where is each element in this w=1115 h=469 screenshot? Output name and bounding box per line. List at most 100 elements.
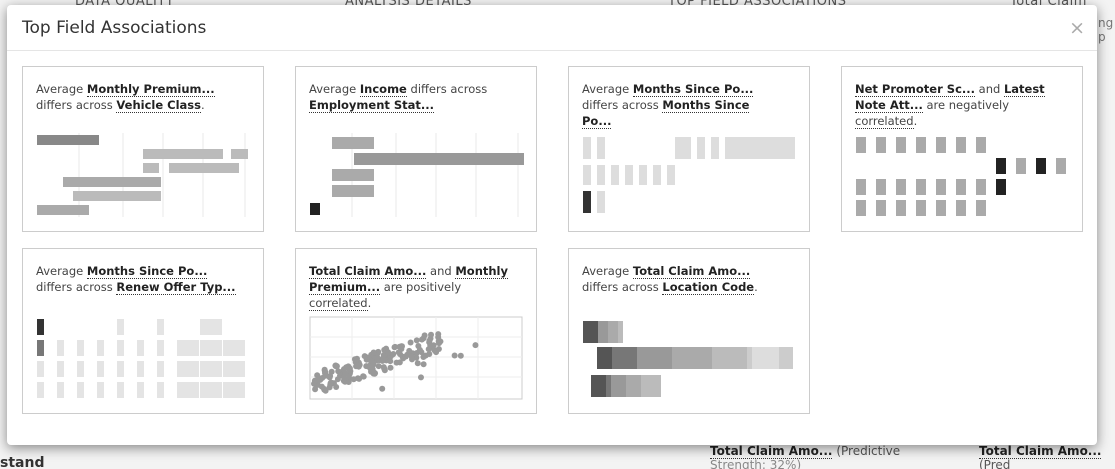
association-card[interactable]: Average Monthly Premium... differs acros… — [22, 66, 264, 232]
chart-shape — [597, 165, 605, 185]
chart-shape — [312, 386, 319, 393]
chart-shape — [637, 347, 642, 369]
card-text: Average Total Claim Amo... differs acros… — [582, 263, 782, 295]
chart-shape — [712, 347, 717, 369]
card-text: Total Claim Amo... and Monthly Premium..… — [309, 263, 509, 311]
text: are positively — [380, 280, 462, 294]
chart-shape — [409, 356, 416, 363]
field-name[interactable]: Months Since Po... — [582, 98, 750, 129]
chart-shape — [603, 321, 608, 343]
chart-shape — [354, 362, 361, 369]
field-name[interactable]: Location Code — [662, 280, 755, 295]
tab[interactable]: TOP FIELD ASSOCIATIONS — [668, 0, 846, 9]
chart-shape — [137, 361, 144, 377]
chart-shape — [375, 363, 382, 370]
chart-shape — [322, 372, 329, 379]
note: (Predictive — [836, 444, 901, 458]
chart-shape — [379, 385, 386, 392]
chart-shape — [616, 375, 621, 397]
chart-shape — [57, 361, 64, 377]
association-card[interactable]: Average Months Since Po... differs acros… — [22, 248, 264, 414]
field-name: correlated — [855, 114, 914, 129]
chart-shape — [200, 361, 222, 377]
association-card[interactable]: Average Income differs across Employment… — [295, 66, 537, 232]
card-text: Average Months Since Po... differs acros… — [36, 263, 236, 295]
chart-shape — [97, 361, 104, 377]
chart-shape — [956, 137, 966, 153]
tab[interactable]: ANALYSIS DETAILS — [345, 0, 472, 9]
chart-shape — [583, 165, 591, 185]
chart-shape — [742, 347, 747, 369]
text: and — [975, 82, 1004, 96]
chart-shape — [625, 165, 633, 185]
chart-shape — [177, 340, 199, 356]
chart-shape — [380, 351, 387, 358]
field-name[interactable]: Total Claim Amo... — [309, 264, 427, 279]
chart-shape — [747, 347, 752, 369]
chart-shape — [143, 149, 223, 159]
field-name[interactable]: Months Since Po... — [86, 264, 208, 279]
chart-shape — [641, 375, 646, 397]
mini-chart — [583, 137, 795, 213]
chart-shape — [200, 319, 222, 335]
text: and — [426, 264, 456, 278]
chart-shape — [627, 347, 632, 369]
chart-shape — [598, 321, 603, 343]
chart-shape — [157, 361, 164, 377]
chart-shape — [757, 347, 762, 369]
chart-shape — [435, 345, 442, 352]
chart-shape — [37, 340, 44, 356]
chart-shape — [426, 350, 433, 357]
chart-shape — [642, 347, 647, 369]
chart-shape — [231, 149, 248, 159]
chart-shape — [428, 331, 435, 338]
field-name[interactable]: Monthly Premium... — [309, 264, 508, 295]
bg-card: Total Claim Amo... (PredStrength: 28%) — [979, 444, 1115, 469]
chart-shape — [420, 361, 427, 368]
association-card[interactable]: Net Promoter Sc... and Latest Note Att..… — [841, 66, 1083, 232]
chart-shape — [117, 319, 124, 335]
field-name[interactable]: Renew Offer Typ... — [116, 280, 236, 295]
chart-shape — [626, 375, 631, 397]
chart-shape — [632, 347, 637, 369]
field-name[interactable]: Monthly Premium... — [86, 82, 215, 97]
close-button[interactable]: × — [1069, 17, 1085, 39]
chart-shape — [332, 169, 374, 181]
chart-shape — [651, 375, 656, 397]
text: . — [754, 280, 758, 294]
tab[interactable]: DATA QUALITY — [75, 0, 174, 9]
field-name[interactable]: Net Promoter Sc... — [855, 82, 975, 97]
chart-shape — [916, 137, 926, 153]
chart-shape — [936, 137, 946, 153]
chart-shape — [631, 375, 636, 397]
chart-shape — [1056, 158, 1066, 174]
chart-shape — [390, 350, 397, 357]
chart-shape — [667, 165, 675, 185]
chart-shape — [387, 358, 394, 365]
association-card[interactable]: Average Total Claim Amo... differs acros… — [568, 248, 810, 414]
chart-shape — [606, 375, 611, 397]
text: differs across — [582, 98, 663, 112]
field-name[interactable]: Latest Note Att... — [855, 82, 1045, 113]
chart-shape — [318, 383, 325, 390]
chart-shape — [37, 135, 99, 145]
chart-shape — [406, 347, 413, 354]
chart-shape — [936, 179, 946, 195]
chart-shape — [436, 340, 443, 347]
chart-shape — [682, 347, 687, 369]
association-card[interactable]: Average Months Since Po... differs acros… — [568, 66, 810, 232]
field-name[interactable]: Total Claim Amo... — [632, 264, 751, 279]
chart-shape — [421, 332, 428, 339]
field-name[interactable]: Vehicle Class — [116, 98, 201, 113]
field-name[interactable]: Months Since Po... — [632, 82, 754, 97]
field-name[interactable]: Employment Stat... — [309, 98, 435, 113]
field-name[interactable]: Income — [359, 82, 407, 97]
chart-shape — [677, 347, 682, 369]
chart-shape — [157, 382, 164, 398]
chart-shape — [613, 321, 618, 343]
chart-shape — [752, 347, 757, 369]
mini-chart — [310, 133, 524, 217]
chart-shape — [311, 380, 318, 387]
chart-shape — [413, 337, 420, 344]
association-card[interactable]: Total Claim Amo... and Monthly Premium..… — [295, 248, 537, 414]
